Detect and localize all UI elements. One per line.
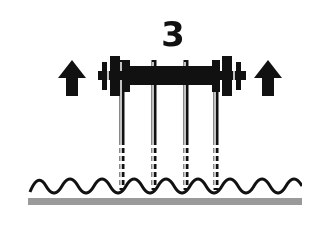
arrow-up-right: [254, 60, 282, 96]
illustration: 3: [0, 0, 302, 240]
ground: [28, 198, 302, 205]
arrow-up-left: [58, 60, 86, 96]
wave: [30, 179, 302, 193]
count-label: 3: [161, 15, 185, 55]
